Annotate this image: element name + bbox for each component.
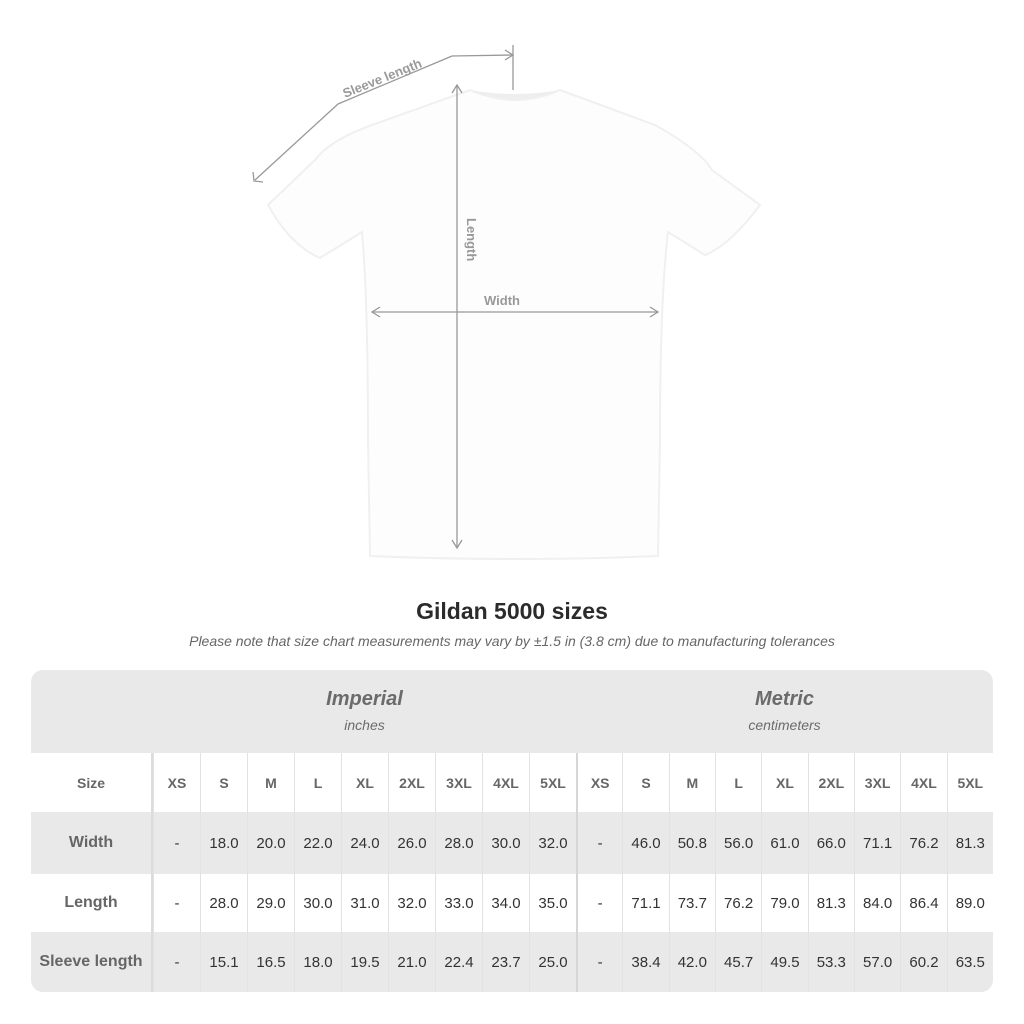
metric-value: 49.5 xyxy=(761,932,807,992)
imperial-value: 29.0 xyxy=(247,874,294,932)
imperial-value: 33.0 xyxy=(435,874,482,932)
width-label: Width xyxy=(484,293,520,308)
metric-value: 53.3 xyxy=(807,932,854,992)
table-row: Sleeve length -15.1 16.5 18.0 19.5 21.0 22.4 23… xyxy=(31,932,993,992)
metric-value: 46.0 xyxy=(622,812,668,874)
size-header-imperial: 4XL xyxy=(482,753,529,812)
metric-value: 38.4 xyxy=(622,932,668,992)
size-header-metric: L xyxy=(714,753,761,812)
metric-value: 71.1 xyxy=(853,812,900,874)
imperial-value: 25.0 xyxy=(529,932,576,992)
metric-value: 76.2 xyxy=(714,874,761,932)
size-table: Imperial inches Metric centimeters Size X… xyxy=(31,670,993,992)
metric-title: Metric xyxy=(755,688,814,710)
imperial-value: 16.5 xyxy=(247,932,294,992)
metric-header: Metric centimeters xyxy=(576,670,993,753)
metric-value: 86.4 xyxy=(900,874,946,932)
metric-value: - xyxy=(576,812,622,874)
row-label: Width xyxy=(31,812,153,874)
imperial-unit: inches xyxy=(344,717,385,733)
metric-value: 63.5 xyxy=(946,932,993,992)
imperial-value: 22.4 xyxy=(435,932,482,992)
imperial-header: Imperial inches xyxy=(153,670,576,753)
tshirt-diagram: Sleeve length Length Width xyxy=(252,45,762,560)
row-label: Length xyxy=(31,874,153,932)
metric-value: 45.7 xyxy=(714,932,761,992)
metric-value: 71.1 xyxy=(622,874,668,932)
imperial-value: 30.0 xyxy=(294,874,341,932)
size-header-label: Size xyxy=(31,753,153,812)
imperial-value: 26.0 xyxy=(388,812,435,874)
size-header-metric: 4XL xyxy=(900,753,946,812)
imperial-title: Imperial xyxy=(326,688,403,710)
imperial-value: 19.5 xyxy=(341,932,388,992)
imperial-value: 23.7 xyxy=(482,932,529,992)
size-header-imperial: L xyxy=(294,753,341,812)
imperial-value: 30.0 xyxy=(482,812,529,874)
size-header-metric: XL xyxy=(761,753,807,812)
table-row: Length -28.0 29.0 30.0 31.0 32.0 33.0 34.0 35.0-… xyxy=(31,874,993,932)
size-header-imperial: XL xyxy=(341,753,388,812)
imperial-value: 18.0 xyxy=(200,812,247,874)
metric-unit: centimeters xyxy=(748,717,821,733)
imperial-value: 34.0 xyxy=(482,874,529,932)
size-header-imperial: M xyxy=(247,753,294,812)
imperial-value: 22.0 xyxy=(294,812,341,874)
imperial-value: 21.0 xyxy=(388,932,435,992)
size-header-row: Size XS S M L XL 2XL 3XL 4XL 5XL XS S M L XL 2XL 3XL 4XL 5… xyxy=(31,753,993,812)
imperial-value: 20.0 xyxy=(247,812,294,874)
imperial-value: 32.0 xyxy=(388,874,435,932)
imperial-value: 31.0 xyxy=(341,874,388,932)
imperial-value: 24.0 xyxy=(341,812,388,874)
metric-value: 57.0 xyxy=(853,932,900,992)
size-header-imperial: XS xyxy=(153,753,200,812)
metric-value: 60.2 xyxy=(900,932,946,992)
chart-title: Gildan 5000 sizes xyxy=(416,598,608,624)
metric-value: 84.0 xyxy=(853,874,900,932)
imperial-value: 28.0 xyxy=(435,812,482,874)
size-header-imperial: 2XL xyxy=(388,753,435,812)
size-header-imperial: 3XL xyxy=(435,753,482,812)
size-header-metric: 5XL xyxy=(946,753,993,812)
metric-value: 81.3 xyxy=(807,874,854,932)
row-label: Sleeve length xyxy=(31,932,153,992)
metric-value: 89.0 xyxy=(946,874,993,932)
tolerance-note: Please note that size chart measurements… xyxy=(189,633,835,649)
size-header-metric: XS xyxy=(576,753,622,812)
metric-value: - xyxy=(576,932,622,992)
metric-value: 76.2 xyxy=(900,812,946,874)
size-header-metric: S xyxy=(622,753,668,812)
size-header-metric: 2XL xyxy=(807,753,854,812)
metric-value: 73.7 xyxy=(668,874,715,932)
imperial-value: 18.0 xyxy=(294,932,341,992)
table-row: Width -18.0 20.0 22.0 24.0 26.0 28.0 30.0 32.0-4… xyxy=(31,812,993,874)
imperial-value: - xyxy=(153,812,200,874)
metric-value: 66.0 xyxy=(807,812,854,874)
size-header-metric: M xyxy=(668,753,715,812)
imperial-value: 35.0 xyxy=(529,874,576,932)
imperial-value: - xyxy=(153,874,200,932)
metric-value: 42.0 xyxy=(668,932,715,992)
metric-value: 61.0 xyxy=(761,812,807,874)
size-header-metric: 3XL xyxy=(853,753,900,812)
sleeve-length-label: Sleeve length xyxy=(341,55,424,100)
metric-value: 50.8 xyxy=(668,812,715,874)
sleeve-measure-line xyxy=(254,103,339,181)
imperial-value: 28.0 xyxy=(200,874,247,932)
size-header-imperial: 5XL xyxy=(529,753,576,812)
size-header-imperial: S xyxy=(200,753,247,812)
imperial-value: 32.0 xyxy=(529,812,576,874)
metric-value: 79.0 xyxy=(761,874,807,932)
metric-value: 81.3 xyxy=(946,812,993,874)
length-label: Length xyxy=(464,218,479,261)
imperial-value: - xyxy=(153,932,200,992)
tshirt-image xyxy=(266,88,762,560)
metric-value: 56.0 xyxy=(714,812,761,874)
metric-value: - xyxy=(576,874,622,932)
imperial-value: 15.1 xyxy=(200,932,247,992)
